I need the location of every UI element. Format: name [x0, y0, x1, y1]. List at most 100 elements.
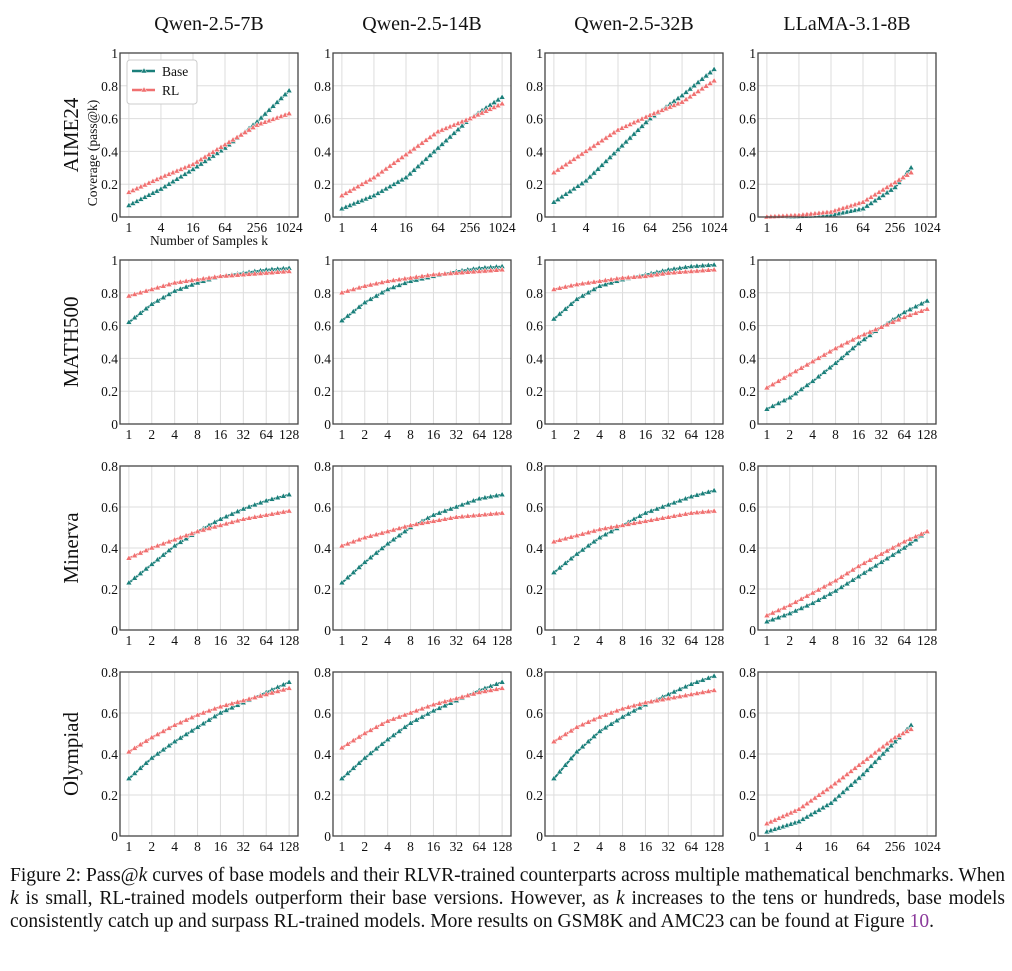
data-point-marker — [843, 785, 851, 792]
data-point-marker — [154, 542, 161, 549]
data-point-marker — [217, 272, 224, 279]
y-tick-label: 1 — [536, 46, 543, 61]
data-point-marker — [176, 278, 184, 285]
data-point-marker — [355, 284, 363, 291]
x-tick-label: 16 — [824, 220, 838, 235]
data-point-marker — [418, 713, 426, 720]
x-tick-label: 64 — [856, 839, 870, 854]
data-point-marker — [923, 305, 931, 312]
x-tick-label: 16 — [214, 427, 228, 442]
data-point-marker — [889, 551, 897, 558]
data-point-marker — [361, 534, 369, 540]
data-point-marker — [401, 523, 409, 530]
data-point-marker — [176, 285, 184, 292]
y-tick-label: 0.6 — [526, 319, 543, 334]
x-tick-label: 8 — [619, 839, 626, 854]
data-point-marker — [222, 701, 230, 708]
data-point-marker — [694, 78, 702, 85]
y-tick-label: 0 — [749, 210, 756, 225]
base-series-line — [553, 489, 715, 574]
data-point-marker — [780, 611, 788, 618]
data-point-marker — [664, 513, 672, 520]
data-point-marker — [176, 534, 184, 540]
x-tick-label: 4 — [796, 220, 803, 235]
data-point-marker — [154, 284, 161, 291]
data-point-marker — [786, 371, 794, 378]
x-tick-label: 2 — [786, 427, 793, 442]
data-point-marker — [487, 510, 495, 517]
data-point-marker — [693, 508, 701, 515]
x-tick-label: 16 — [852, 427, 866, 442]
y-tick-label: 0.4 — [101, 747, 118, 762]
data-point-marker — [406, 170, 414, 177]
data-point-marker — [598, 161, 606, 168]
data-point-marker — [763, 384, 771, 391]
data-point-marker — [596, 713, 604, 720]
x-tick-label: 1 — [551, 220, 558, 235]
base-series-line — [128, 493, 290, 584]
figure-reference-link[interactable]: 10 — [909, 911, 930, 932]
data-point-marker — [797, 364, 805, 371]
x-tick-label: 32 — [450, 839, 464, 854]
data-point-marker — [682, 691, 689, 698]
data-point-marker — [148, 285, 156, 292]
data-point-marker — [809, 589, 817, 596]
y-tick-label: 0.4 — [526, 747, 543, 762]
y-tick-label: 0.4 — [314, 541, 331, 556]
x-tick-label: 8 — [832, 427, 839, 442]
data-point-marker — [883, 321, 891, 328]
data-point-marker — [435, 699, 443, 706]
data-point-marker — [584, 737, 592, 744]
y-tick-label: 0.4 — [739, 747, 756, 762]
data-point-marker — [418, 139, 426, 146]
data-point-marker — [349, 285, 357, 292]
data-point-marker — [136, 289, 144, 296]
data-point-marker — [601, 724, 609, 731]
data-point-marker — [410, 145, 418, 152]
data-point-marker — [622, 138, 630, 145]
data-point-marker — [895, 547, 902, 554]
x-tick-label: 1 — [551, 427, 558, 442]
data-point-marker — [607, 275, 615, 282]
y-tick-label: 1 — [111, 253, 118, 268]
data-point-marker — [607, 709, 615, 716]
data-point-marker — [803, 592, 811, 599]
data-point-marker — [863, 766, 871, 773]
data-point-marker — [148, 560, 156, 567]
data-point-marker — [596, 534, 604, 540]
data-point-marker — [159, 540, 167, 547]
data-point-marker — [837, 573, 845, 580]
panel-minerva-1: 1 2 4 8 16 32 64 128 0 0.2 0.4 0.6 0.8 — [314, 459, 512, 648]
data-point-marker — [148, 544, 156, 551]
data-point-marker — [590, 169, 598, 176]
data-point-marker — [171, 542, 179, 549]
data-point-marker — [268, 510, 276, 517]
data-point-marker — [797, 604, 805, 611]
data-point-marker — [367, 532, 374, 539]
data-point-marker — [395, 531, 403, 538]
rl-series-line — [766, 728, 912, 825]
data-point-marker — [573, 748, 581, 755]
data-point-marker — [855, 761, 863, 768]
y-tick-label: 0.4 — [526, 351, 543, 366]
data-point-marker — [676, 692, 684, 699]
data-point-marker — [239, 271, 247, 278]
data-point-marker — [610, 149, 618, 156]
data-point-marker — [887, 736, 895, 743]
y-tick-label: 0.8 — [101, 459, 118, 474]
y-tick-label: 0.6 — [526, 706, 543, 721]
axes-frame — [332, 465, 512, 631]
data-point-marker — [159, 727, 167, 734]
data-point-marker — [634, 126, 642, 133]
data-point-marker — [285, 87, 293, 93]
data-point-marker — [171, 287, 179, 294]
data-point-marker — [171, 279, 179, 286]
caption-k: k — [615, 888, 625, 909]
data-point-marker — [424, 518, 432, 525]
data-point-marker — [217, 521, 224, 528]
y-tick-label: 0.2 — [739, 384, 756, 399]
axes-frame — [757, 259, 937, 425]
data-point-marker — [344, 740, 352, 747]
data-point-marker — [702, 72, 710, 79]
data-point-marker — [710, 507, 718, 514]
